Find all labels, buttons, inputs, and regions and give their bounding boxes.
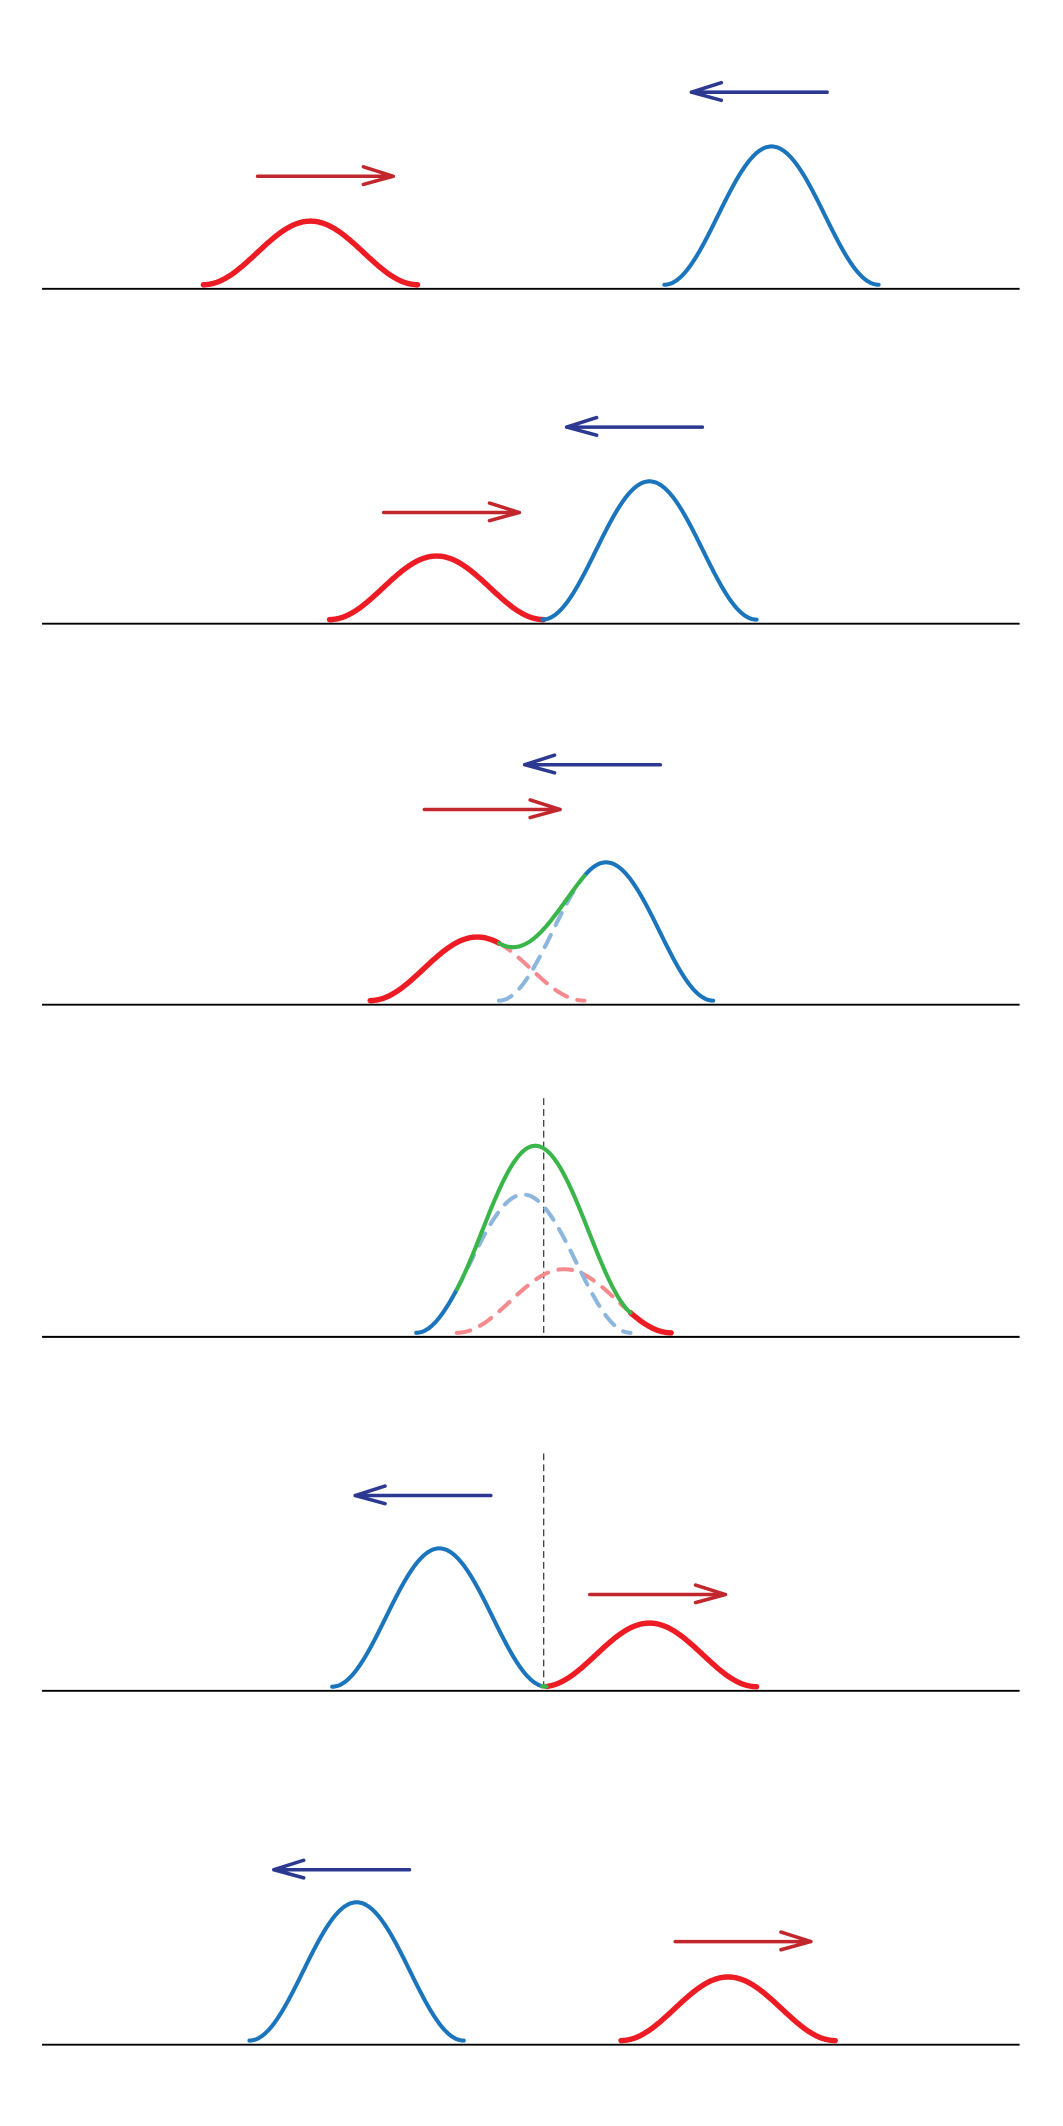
panel-1-blue-arrow-left-head [689,80,724,103]
panel-6-red-pulse [618,1974,838,2044]
panel-5-red-pulse [543,1620,760,1690]
panel-4-blue-pulse-dashed [454,1192,633,1335]
panel-2-red-pulse [326,553,547,623]
panel-3-sum-pulse [496,873,587,950]
panel-3-blue-pulse [582,860,716,1003]
panel-4-sum-pulse [454,1143,633,1315]
panel-3-red-pulse [367,934,502,1004]
panel-1-red-arrow-right-head [361,165,395,187]
panel-5-blue-pulse [330,1546,545,1689]
panel-6-blue-arrow-left-head [272,1858,306,1880]
panel-6-red-arrow-right-head [779,1930,813,1952]
panel-5-blue-arrow-left-head [353,1484,387,1506]
panel-4-red-pulse [627,1310,674,1336]
panel-1-red-pulse [200,218,421,288]
panel-2-blue-arrow-left-head [564,415,599,437]
panel-1-blue-pulse [662,144,881,287]
panel-2-blue-pulse [540,479,759,622]
panel-3-blue-arrow-left-head [522,753,557,775]
panel-3-red-arrow-right-head [528,798,562,820]
panel-4-blue-pulse [414,1287,459,1335]
panel-6-blue-pulse [247,1900,466,2043]
panel-4-red-pulse-dashed [454,1267,633,1335]
panel-5-red-arrow-right-head [693,1583,728,1605]
panel-2-red-arrow-right-head [487,501,522,523]
panel-3-red-pulse-dashed [496,941,587,1003]
